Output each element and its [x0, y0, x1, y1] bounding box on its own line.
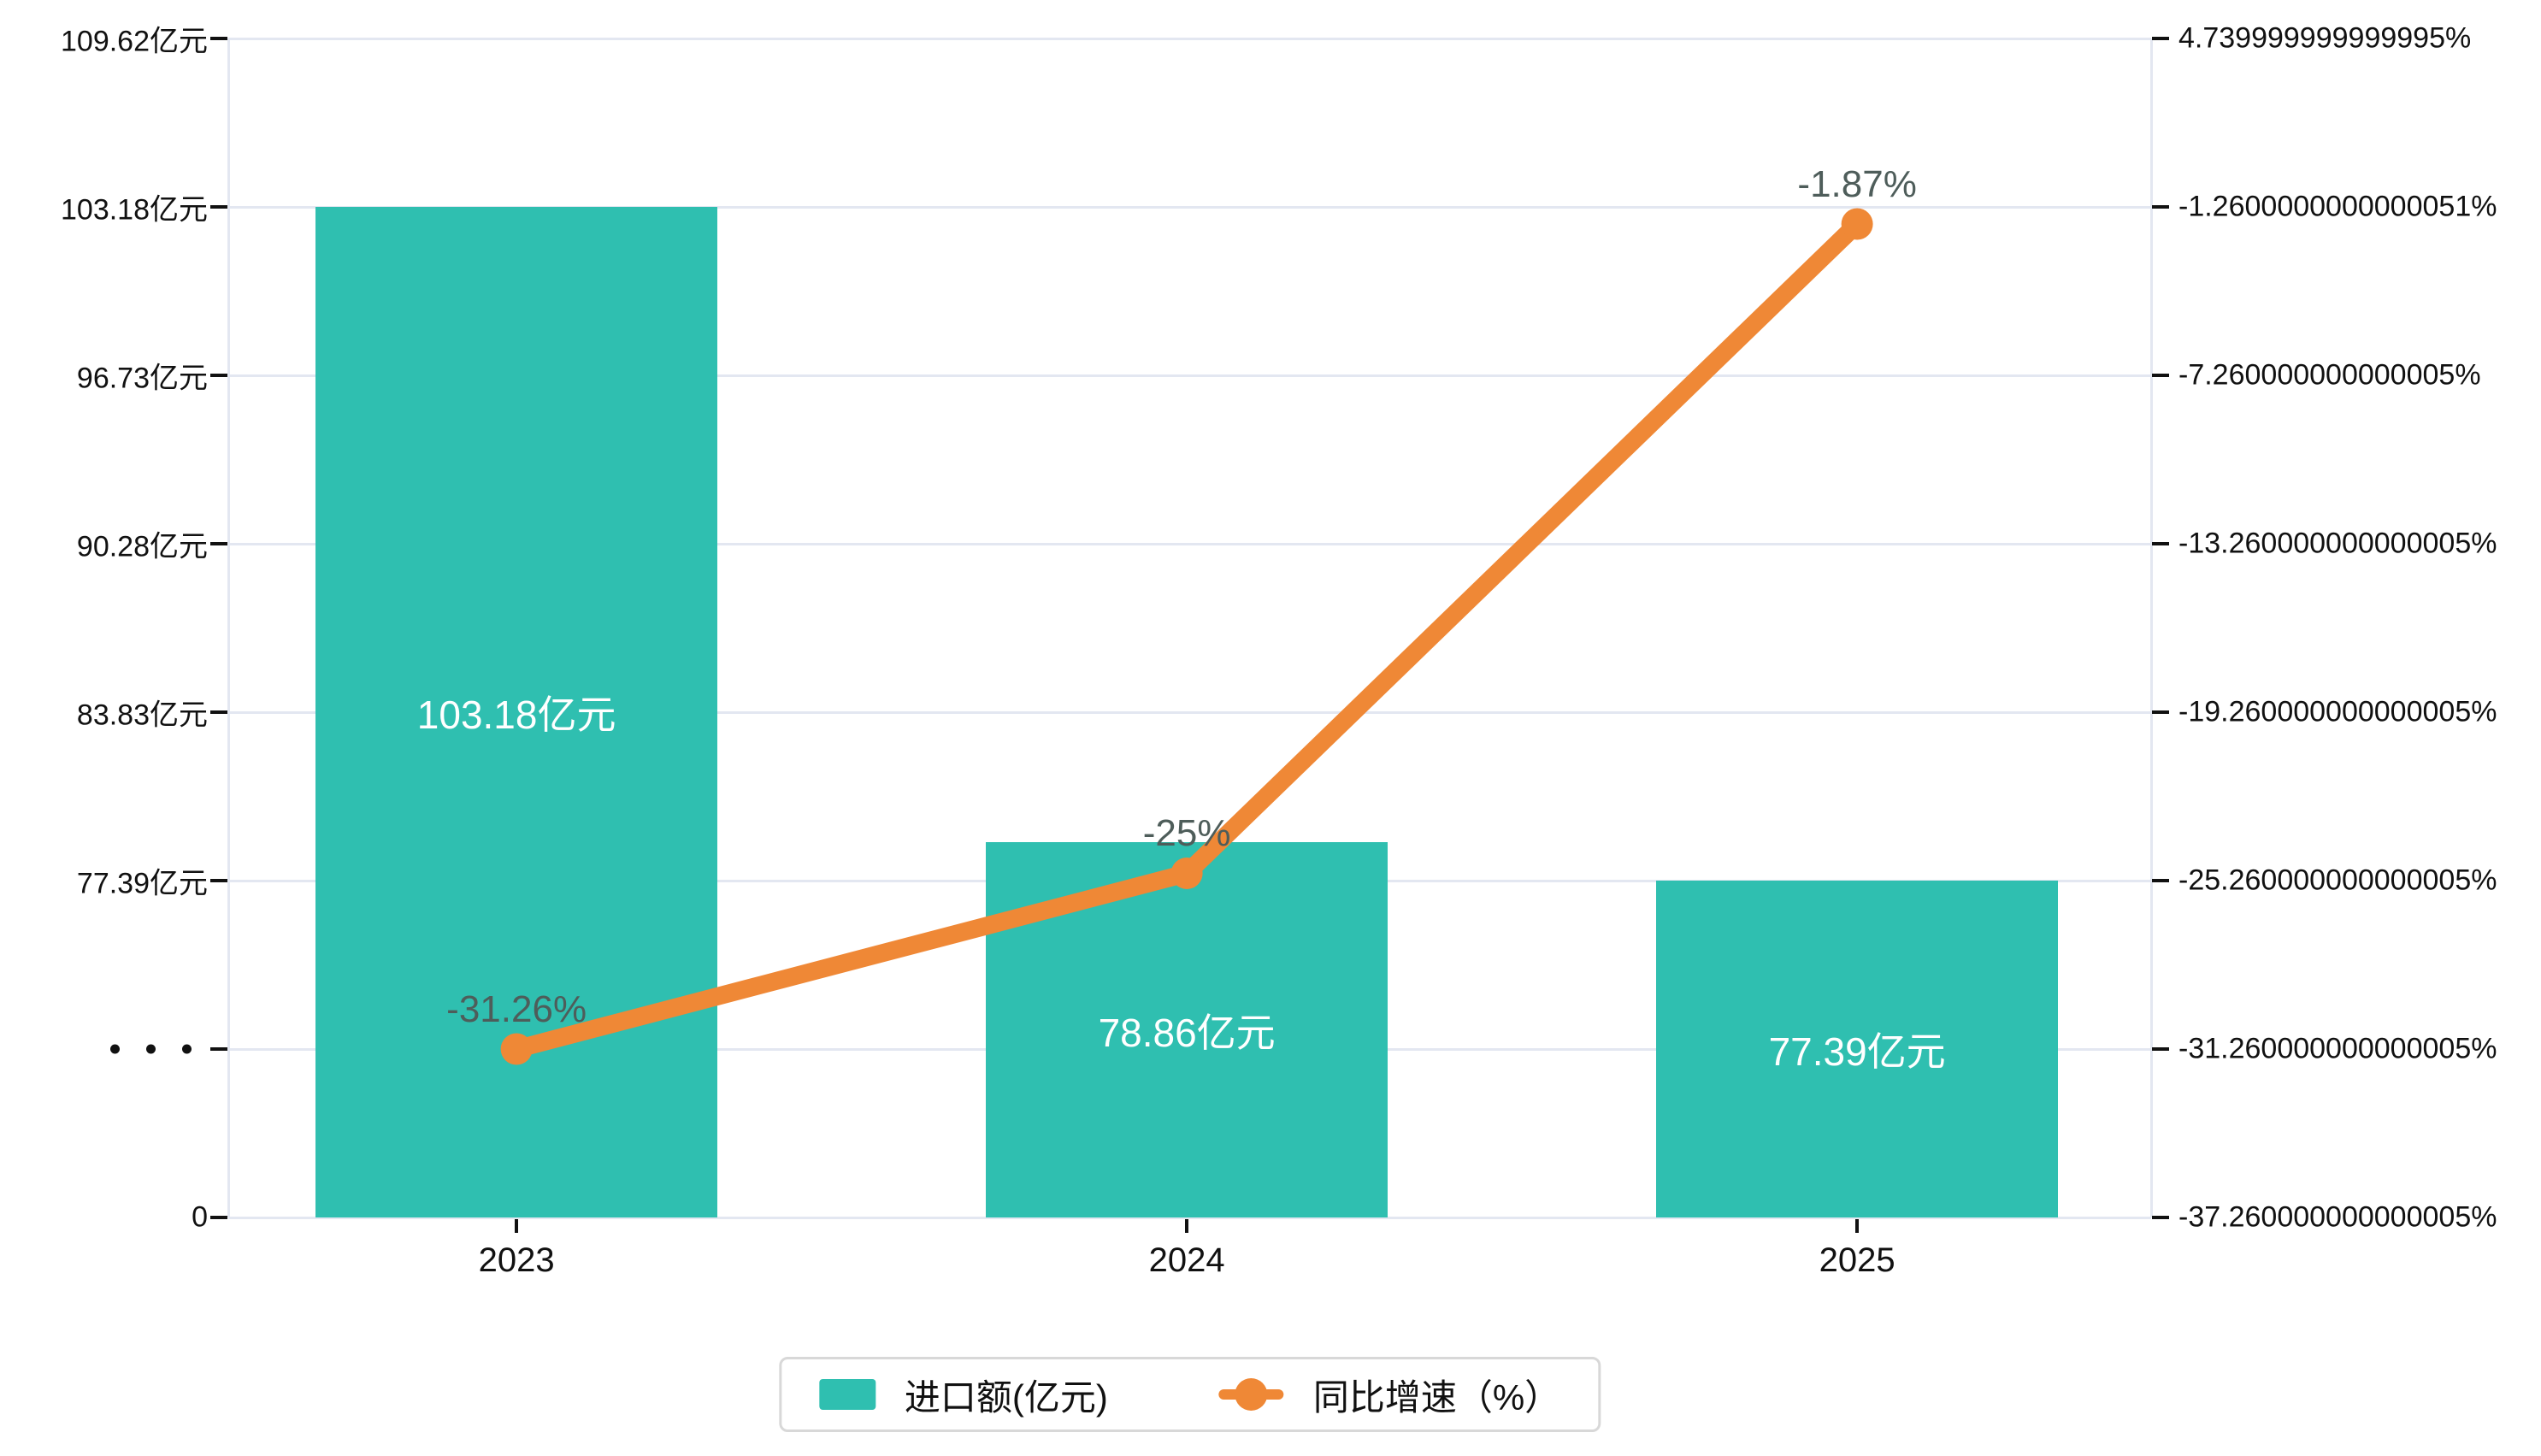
left-axis-tick [210, 205, 227, 209]
legend-bar-swatch-icon [818, 1379, 875, 1410]
right-axis-tick-label: 4.739999999999995% [2178, 21, 2472, 55]
left-axis-tick [210, 1047, 227, 1051]
legend: 进口额(亿元) 同比增速（%） [778, 1357, 1601, 1432]
left-axis-tick [210, 374, 227, 377]
gridline [228, 543, 2151, 545]
right-axis-tick [2152, 1047, 2169, 1051]
right-axis-tick [2152, 205, 2169, 209]
bar-value-label: 77.39亿元 [1768, 1029, 1946, 1074]
y-axis-line-left [227, 38, 230, 1217]
gridline [228, 711, 2151, 714]
left-axis-tick-label: 0 [192, 1200, 208, 1234]
right-axis-tick-label: -19.260000000000005% [2178, 695, 2497, 728]
left-axis-tick-label: 83.83亿元 [76, 699, 208, 732]
right-axis-tick-label: -37.260000000000005% [2178, 1200, 2497, 1234]
bar-value-label: 103.18亿元 [416, 693, 616, 737]
legend-item-imports[interactable]: 进口额(亿元) [818, 1369, 1108, 1421]
left-axis-tick-label: 96.73亿元 [76, 362, 208, 395]
import-bar[interactable] [1656, 881, 2059, 1217]
x-axis-tick [515, 1219, 519, 1233]
right-axis-tick-label: -1.2600000000000051% [2178, 190, 2497, 223]
gridline [228, 38, 2151, 40]
right-axis-tick-label: -25.260000000000005% [2178, 864, 2497, 897]
x-axis-line [228, 1217, 2151, 1219]
line-value-label: -1.87% [1797, 163, 1917, 206]
axis-break-dots [110, 1044, 192, 1054]
x-axis-tick [1855, 1219, 1860, 1233]
left-axis-tick [210, 1216, 227, 1219]
gridline [228, 206, 2151, 209]
right-axis-tick [2152, 1216, 2169, 1219]
left-axis-tick [210, 710, 227, 714]
legend-item-growth[interactable]: 同比增速（%） [1218, 1369, 1561, 1421]
legend-label: 进口额(亿元) [904, 1376, 1108, 1418]
right-axis-tick [2152, 710, 2169, 714]
x-axis-label: 2025 [1819, 1241, 1895, 1279]
left-axis-tick-label: 77.39亿元 [76, 867, 208, 900]
line-marker[interactable] [1170, 857, 1203, 889]
y-axis-line-right [2150, 38, 2153, 1217]
legend-line-dot-icon [1218, 1377, 1284, 1412]
line-marker[interactable] [1841, 208, 1873, 240]
bar-value-label: 78.86亿元 [1098, 1010, 1276, 1055]
line-marker[interactable] [500, 1033, 533, 1065]
right-axis-tick-label: -13.260000000000005% [2178, 527, 2497, 560]
line-value-label: -31.26% [446, 988, 587, 1030]
right-axis-tick [2152, 374, 2169, 377]
left-axis-tick-label: 109.62亿元 [61, 25, 208, 58]
line-value-label: -25% [1142, 812, 1231, 855]
growth-line [507, 215, 1866, 1058]
left-axis-tick-label: 103.18亿元 [61, 193, 208, 227]
x-axis-label: 2024 [1148, 1241, 1225, 1279]
left-axis-tick [210, 542, 227, 545]
right-axis-tick-label: -31.260000000000005% [2178, 1032, 2497, 1065]
x-axis-tick [1185, 1219, 1189, 1233]
left-axis-tick [210, 879, 227, 882]
right-axis-tick-label: -7.260000000000005% [2178, 358, 2481, 392]
left-axis-tick-label: 90.28亿元 [76, 530, 208, 563]
right-axis-tick [2152, 542, 2169, 545]
legend-line-marker [1235, 1378, 1268, 1411]
right-axis-tick [2152, 879, 2169, 882]
left-axis-tick [210, 37, 227, 40]
x-axis-label: 2023 [478, 1241, 555, 1279]
legend-label: 同比增速（%） [1312, 1376, 1561, 1418]
gridline [228, 374, 2151, 377]
right-axis-tick [2152, 37, 2169, 40]
